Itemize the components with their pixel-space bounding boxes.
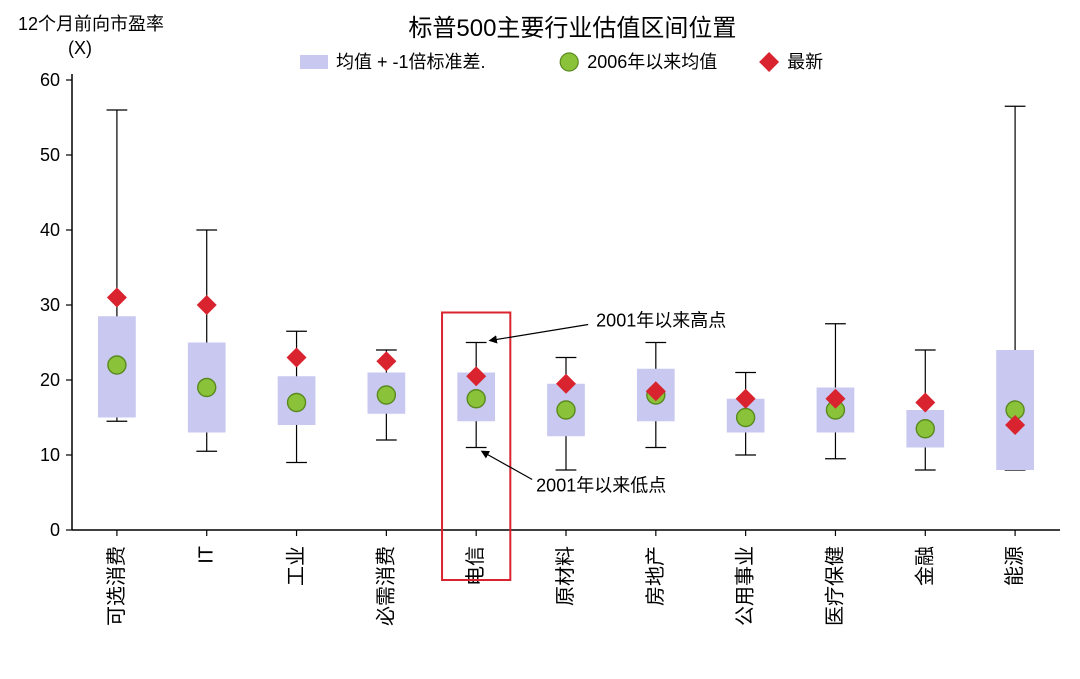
latest-marker (197, 295, 217, 315)
annotation-low-label: 2001年以来低点 (536, 476, 666, 496)
mean-marker (737, 409, 755, 427)
mean-marker (916, 420, 934, 438)
mean-marker (467, 390, 485, 408)
x-tick-label: 医疗保健 (823, 546, 846, 626)
legend-mean-label: 2006年以来均值 (587, 52, 717, 72)
valuation-boxplot-chart: 标普500主要行业估值区间位置 12个月前向市盈率 (X) 均值 + -1倍标准差. 2… (0, 0, 1080, 679)
x-tick-label: 必需消费 (374, 546, 397, 626)
x-tick-label: IT (196, 546, 218, 564)
y-tick-label: 0 (50, 520, 60, 540)
x-tick-label: 能源 (1003, 546, 1026, 586)
latest-marker (376, 351, 396, 371)
annotation-arrow-low (482, 452, 532, 480)
chart-container: 标普500主要行业估值区间位置 12个月前向市盈率 (X) 均值 + -1倍标准差. 2… (0, 0, 1080, 679)
x-tick-label: 可选消费 (105, 546, 128, 626)
y-axis-label-line1: 12个月前向市盈率 (18, 14, 164, 34)
latest-marker (287, 348, 307, 368)
x-tick-label: 工业 (285, 546, 308, 586)
mean-marker (108, 356, 126, 374)
annotation-high-label: 2001年以来高点 (596, 311, 726, 331)
legend-box-label: 均值 + -1倍标准差. (336, 52, 486, 72)
y-tick-label: 30 (40, 295, 60, 315)
chart-title: 标普500主要行业估值区间位置 (408, 15, 736, 42)
mean-marker (377, 386, 395, 404)
latest-marker (107, 288, 127, 308)
legend-latest-swatch (759, 52, 779, 72)
y-tick-label: 50 (40, 145, 60, 165)
x-tick-label: 原材料 (554, 546, 577, 606)
y-tick-label: 20 (40, 370, 60, 390)
legend-latest-label: 最新 (787, 52, 823, 72)
legend-mean-swatch (560, 53, 578, 71)
mean-marker (557, 401, 575, 419)
x-tick-label: 金融 (913, 546, 936, 586)
x-tick-label: 房地产 (644, 546, 667, 606)
x-tick-label: 公用事业 (734, 546, 757, 626)
legend-box-swatch (300, 55, 328, 69)
y-tick-label: 40 (40, 220, 60, 240)
y-axis-label-line2: (X) (68, 38, 92, 58)
annotation-arrow-high (490, 325, 588, 341)
y-tick-label: 10 (40, 445, 60, 465)
y-tick-label: 60 (40, 70, 60, 90)
mean-marker (288, 394, 306, 412)
latest-marker (915, 393, 935, 413)
mean-marker (198, 379, 216, 397)
